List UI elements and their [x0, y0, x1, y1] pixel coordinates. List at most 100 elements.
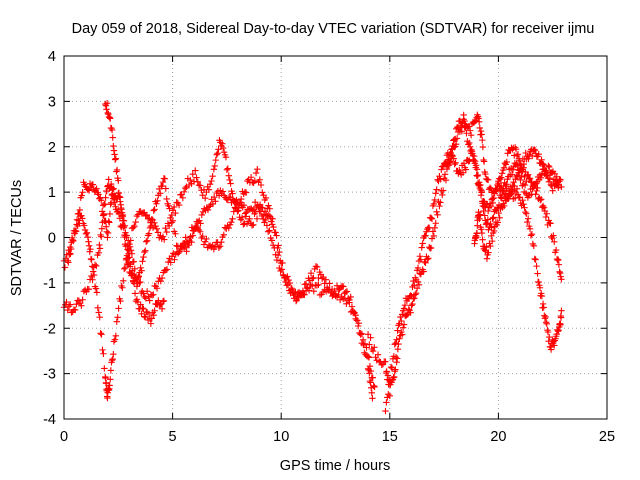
data-point: [364, 331, 372, 338]
data-point: [555, 184, 562, 191]
data-point: [557, 320, 564, 328]
data-point: [482, 247, 489, 255]
data-point: [504, 195, 512, 202]
data-point: [165, 202, 172, 210]
data-point: [472, 162, 480, 169]
data-point: [85, 238, 92, 245]
data-point: [400, 321, 408, 328]
data-point: [304, 284, 311, 291]
data-point: [522, 149, 529, 157]
data-point: [433, 186, 440, 193]
data-point: [107, 376, 114, 383]
data-point: [163, 266, 171, 273]
data-point: [417, 256, 425, 263]
data-point: [424, 256, 431, 263]
data-point: [161, 175, 169, 182]
data-point: [95, 191, 102, 198]
data-point: [85, 242, 93, 249]
data-point: [153, 200, 160, 207]
data-point: [428, 215, 436, 223]
data-point: [546, 219, 553, 227]
data-point: [431, 196, 438, 204]
data-point: [546, 174, 554, 182]
data-point: [473, 166, 481, 173]
data-point: [412, 276, 420, 284]
data-point: [502, 190, 510, 197]
data-point: [117, 297, 124, 305]
data-point: [432, 220, 439, 227]
data-point: [85, 185, 92, 193]
data-point: [111, 151, 118, 158]
data-point: [130, 258, 138, 265]
data-point: [97, 330, 104, 337]
data-point: [349, 308, 357, 315]
data-point: [437, 199, 444, 206]
data-point: [107, 201, 114, 208]
data-point: [514, 162, 521, 169]
data-point: [242, 189, 250, 196]
data-point: [488, 237, 496, 245]
data-point: [279, 259, 286, 267]
data-point: [88, 256, 95, 263]
data-point: [126, 263, 134, 270]
y-axis-label: SDTVAR / TECUs: [9, 180, 25, 296]
data-point: [444, 163, 451, 171]
data-point: [524, 218, 531, 226]
data-point: [200, 241, 208, 248]
data-point: [484, 216, 492, 223]
data-point: [275, 242, 282, 249]
data-point: [172, 209, 179, 217]
data-point: [429, 228, 437, 235]
data-point: [474, 222, 481, 229]
data-point: [143, 211, 151, 219]
data-point: [358, 339, 366, 347]
data-point: [462, 166, 470, 173]
data-point: [407, 309, 414, 316]
data-point: [461, 117, 468, 125]
data-point: [460, 160, 468, 167]
data-point: [554, 257, 561, 264]
data-point: [553, 255, 561, 263]
data-point: [547, 181, 555, 189]
data-point: [216, 243, 224, 250]
data-point: [104, 229, 112, 237]
data-point: [167, 259, 174, 266]
data-point: [479, 136, 486, 144]
data-point: [532, 256, 539, 263]
data-point: [465, 158, 472, 165]
data-point: [95, 249, 102, 256]
data-point: [163, 228, 170, 236]
data-point: [277, 267, 284, 275]
data-point: [104, 394, 111, 402]
data-point: [383, 399, 390, 406]
data-point: [158, 305, 166, 312]
data-point: [224, 165, 232, 172]
data-point: [401, 301, 409, 309]
data-point: [498, 195, 506, 202]
data-point: [533, 187, 540, 195]
data-point: [96, 241, 103, 249]
data-point: [536, 284, 544, 291]
data-point: [548, 169, 556, 176]
y-tick-label: 3: [48, 94, 56, 110]
data-point: [524, 171, 532, 178]
data-point: [478, 226, 485, 233]
data-point: [367, 384, 375, 391]
data-point: [363, 352, 371, 360]
data-point: [367, 379, 374, 386]
data-point: [220, 231, 227, 238]
data-point: [453, 140, 460, 148]
data-point: [452, 159, 459, 167]
data-point: [110, 142, 117, 150]
data-point: [262, 194, 270, 202]
data-point: [142, 247, 149, 254]
chart-title: Day 059 of 2018, Sidereal Day-to-day VTE…: [72, 21, 595, 37]
data-point: [382, 358, 389, 365]
data-point: [486, 184, 494, 192]
data-point: [78, 192, 85, 199]
data-point: [307, 269, 315, 277]
data-point: [198, 211, 205, 219]
data-point: [498, 170, 506, 177]
data-point: [422, 232, 429, 239]
data-point: [514, 151, 522, 158]
